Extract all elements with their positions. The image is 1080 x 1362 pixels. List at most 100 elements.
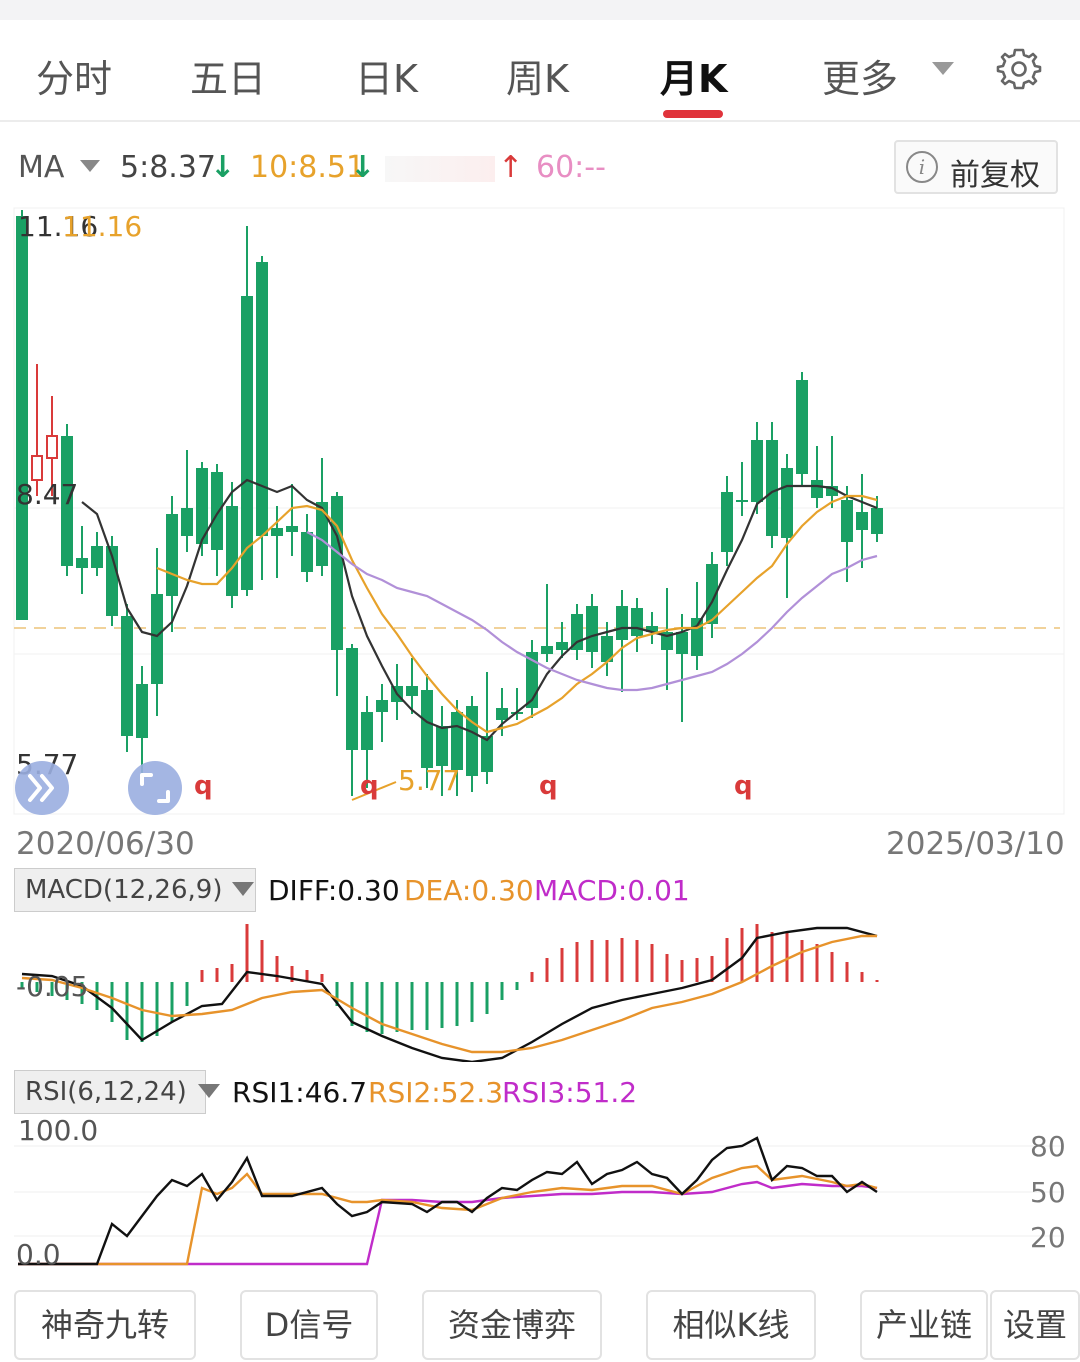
rsi2-line: [18, 1164, 878, 1266]
candle-body: [31, 455, 43, 481]
rsi1-value: RSI1:46.7: [232, 1076, 368, 1109]
ma10-value: 10:8.51: [250, 150, 366, 185]
rsi-selector[interactable]: RSI(6,12,24): [14, 1070, 206, 1114]
active-tab-indicator: [663, 110, 723, 118]
shenqi-jiuzhuan-button[interactable]: 神奇九转: [14, 1290, 196, 1360]
macd-axis-label: -0.05: [16, 970, 88, 1003]
q-marker: q: [194, 771, 213, 801]
candle-body: [556, 642, 568, 650]
candle-body: [766, 440, 778, 536]
arrow-down-icon: ↓: [210, 150, 236, 185]
tab-zhouk[interactable]: 周K: [506, 57, 569, 101]
candle-body: [796, 380, 808, 474]
bottom-toolbar: 神奇九转 D信号 资金博弈 相似K线 产业链 设置: [0, 1290, 1080, 1362]
candle-body: [346, 648, 358, 750]
ma10-line: [156, 494, 878, 734]
start-date-label: 2020/06/30: [16, 826, 195, 862]
low-marker-label: 5.77: [398, 764, 460, 797]
tab-fenshi[interactable]: 分时: [36, 57, 113, 101]
end-date-label: 2025/03/10: [886, 826, 1065, 862]
tab-rik[interactable]: 日K: [355, 57, 418, 101]
d-signal-button[interactable]: D信号: [240, 1290, 378, 1360]
candle-body: [616, 606, 628, 640]
rsi-top-label: 100.0: [18, 1114, 98, 1147]
settings-button[interactable]: 设置: [990, 1290, 1080, 1360]
macd-diff-value: DIFF:0.30: [268, 874, 400, 907]
macd-diff-line: [21, 926, 878, 1062]
chevron-down-icon[interactable]: [198, 1084, 220, 1098]
candle-body: [481, 736, 493, 772]
industry-chain-button[interactable]: 产业链: [860, 1290, 988, 1360]
ma-selector-label[interactable]: MA: [18, 150, 65, 185]
macd-histogram: [20, 924, 879, 1042]
rsi-level-50: 50: [1030, 1176, 1066, 1209]
period-tab-bar: 分时 五日 日K 周K 月K 更多: [0, 20, 1080, 122]
candle-body: [676, 632, 688, 654]
candle-body: [226, 506, 238, 596]
arrow-up-icon: ↑: [498, 150, 524, 185]
candle-body: [466, 706, 478, 776]
candle-body: [631, 608, 643, 636]
rsi3-value: RSI3:51.2: [502, 1076, 638, 1109]
ma60-value: 60:--: [536, 150, 606, 185]
q-marker: q: [734, 771, 753, 801]
candlestick-chart[interactable]: 11.16 11.16 8.47 5.77 5.77 q q q q 2020/…: [0, 196, 1080, 866]
candle-body: [856, 512, 868, 530]
candle-body: [166, 514, 178, 596]
candle-body: [661, 632, 673, 650]
blurred-ma20-value: [385, 156, 495, 182]
candle-body: [196, 468, 208, 544]
candle-body: [376, 700, 388, 712]
chevron-down-icon[interactable]: [80, 160, 100, 172]
candle-body: [121, 616, 133, 736]
candle-body: [181, 508, 193, 536]
high-marker-label: 11.16: [62, 210, 142, 243]
rsi-bottom-label: 0.0: [16, 1238, 61, 1271]
capital-game-button[interactable]: 资金博弈: [422, 1290, 602, 1360]
fullscreen-icon[interactable]: [128, 761, 182, 815]
candle-body: [586, 606, 598, 652]
candle-body: [736, 500, 748, 502]
candle-body: [406, 686, 418, 696]
similar-kline-button[interactable]: 相似K线: [646, 1290, 816, 1360]
tab-more[interactable]: 更多: [822, 57, 899, 101]
expand-icon[interactable]: [15, 761, 69, 815]
high-price-label: 11.16: [18, 210, 98, 243]
ma5-line: [81, 478, 878, 742]
candle-body: [136, 684, 148, 738]
candle-body: [16, 216, 28, 620]
rsi-chart[interactable]: 100.0 0.0 80 50 20: [0, 1112, 1080, 1274]
q-marker: q: [360, 771, 379, 801]
candle-body: [451, 712, 463, 770]
rsi2-value: RSI2:52.3: [368, 1076, 504, 1109]
tab-yuek[interactable]: 月K: [660, 57, 728, 101]
gear-icon[interactable]: [994, 44, 1044, 94]
macd-dea-value: DEA:0.30: [404, 874, 534, 907]
chevron-down-icon[interactable]: [232, 882, 254, 896]
rsi-level-80: 80: [1030, 1130, 1066, 1163]
candle-body: [721, 492, 733, 552]
rsi1-line: [18, 1136, 878, 1266]
candle-body: [541, 646, 553, 654]
candle-body: [271, 528, 283, 536]
macd-legend: MACD(12,26,9) DIFF:0.30 DEA:0.30 MACD:0.…: [14, 868, 1074, 912]
candle-body: [46, 435, 58, 459]
tab-wuri[interactable]: 五日: [190, 57, 267, 101]
ma20-line: [306, 531, 878, 692]
candle-body: [361, 712, 373, 750]
macd-histogram-value: MACD:0.01: [534, 874, 690, 907]
fuquan-button[interactable]: i 前复权: [894, 140, 1058, 194]
candle-body: [256, 262, 268, 536]
candle-body: [706, 564, 718, 624]
candle-body: [646, 626, 658, 632]
ma5-value: 5:8.37: [120, 150, 216, 185]
candle-body: [811, 480, 823, 498]
candle-body: [781, 468, 793, 538]
macd-chart[interactable]: -0.05: [0, 912, 1080, 1062]
rsi-level-20: 20: [1030, 1221, 1066, 1254]
status-strip: [0, 0, 1080, 20]
rsi-legend: RSI(6,12,24) RSI1:46.7 RSI2:52.3 RSI3:51…: [14, 1070, 1074, 1114]
candle-body: [91, 546, 103, 568]
macd-selector[interactable]: MACD(12,26,9): [14, 868, 256, 912]
chevron-down-icon[interactable]: [932, 62, 954, 75]
